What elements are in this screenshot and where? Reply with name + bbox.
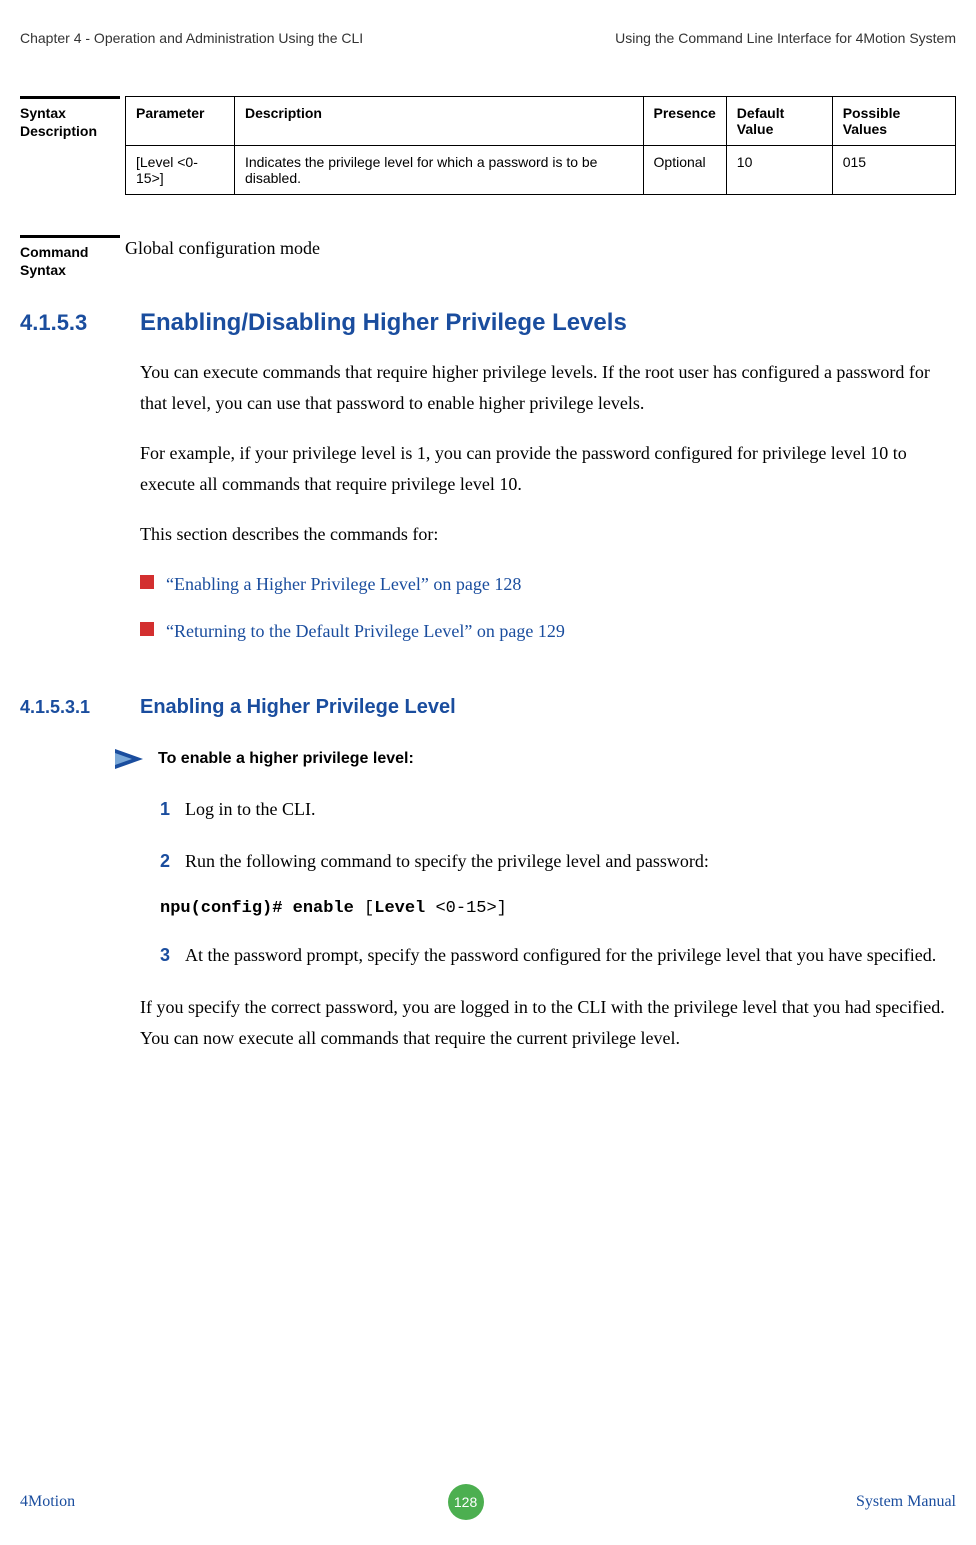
header-left: Chapter 4 - Operation and Administration… [20,30,363,46]
syntax-description-block: Syntax Description Parameter Description… [20,96,956,195]
heading-number: 4.1.5.3 [20,310,140,336]
cell-possible-values: 015 [832,146,955,195]
cmd-bold: Level [374,899,435,918]
step-item: 1 Log in to the CLI. [160,794,956,825]
command-syntax-text: Global configuration mode [125,235,956,259]
label-line-1: Command [20,243,120,261]
section-heading-4153: 4.1.5.3 Enabling/Disabling Higher Privil… [20,309,956,337]
link-text[interactable]: “Enabling a Higher Privilege Level” on p… [166,570,521,599]
col-default-value: Default Value [726,97,832,146]
page-number: 128 [448,1484,484,1520]
col-parameter: Parameter [126,97,235,146]
header-bar: Chapter 4 - Operation and Administration… [0,0,976,56]
bullet-list: “Enabling a Higher Privilege Level” on p… [140,570,956,646]
bullet-square-icon [140,575,154,589]
col-description: Description [234,97,643,146]
cmd-bold: npu(config)# enable [160,899,364,918]
step-item: 3 At the password prompt, specify the pa… [160,940,956,971]
command-line: npu(config)# enable [Level <0-15>] [160,899,956,918]
body-paragraph: You can execute commands that require hi… [140,357,956,418]
section-heading-41531: 4.1.5.3.1 Enabling a Higher Privilege Le… [20,696,956,719]
cell-parameter: [Level <0-15>] [126,146,235,195]
instruction-text: To enable a higher privilege level: [158,750,414,768]
step-item: 2 Run the following command to specify t… [160,846,956,877]
list-item: “Returning to the Default Privilege Leve… [140,617,956,646]
body-paragraph: For example, if your privilege level is … [140,438,956,499]
cell-description: Indicates the privilege level for which … [234,146,643,195]
label-line-1: Syntax [20,104,120,122]
arrow-icon [115,749,143,769]
footer-bar: 4Motion 128 System Manual [0,1484,976,1520]
label-line-2: Syntax [20,261,120,279]
step-content: At the password prompt, specify the pass… [185,940,956,971]
label-line-2: Description [20,122,120,140]
syntax-description-table: Parameter Description Presence Default V… [125,96,956,195]
syntax-description-label: Syntax Description [20,96,120,140]
heading-title: Enabling/Disabling Higher Privilege Leve… [140,309,627,337]
heading-title: Enabling a Higher Privilege Level [140,696,456,719]
cmd-text: [ [364,899,374,918]
step-content: Log in to the CLI. [185,794,956,825]
step-content: Run the following command to specify the… [185,846,956,877]
step-number: 1 [160,794,185,825]
table-row: [Level <0-15>] Indicates the privilege l… [126,146,956,195]
header-right: Using the Command Line Interface for 4Mo… [615,30,956,46]
footer-left: 4Motion [20,1493,75,1511]
step-number: 3 [160,940,185,971]
list-item: “Enabling a Higher Privilege Level” on p… [140,570,956,599]
step-number: 2 [160,846,185,877]
step-list: 3 At the password prompt, specify the pa… [160,940,956,971]
cmd-text: <0-15>] [435,899,506,918]
cell-default-value: 10 [726,146,832,195]
heading-number: 4.1.5.3.1 [20,697,140,718]
step-list: 1 Log in to the CLI. 2 Run the following… [160,794,956,877]
body-paragraph: If you specify the correct password, you… [140,992,956,1053]
col-possible-values: Possible Values [832,97,955,146]
bullet-square-icon [140,622,154,636]
table-header-row: Parameter Description Presence Default V… [126,97,956,146]
command-syntax-block: Command Syntax Global configuration mode [20,235,956,259]
cell-presence: Optional [643,146,726,195]
link-text[interactable]: “Returning to the Default Privilege Leve… [166,617,565,646]
footer-right: System Manual [856,1493,956,1511]
instruction-row: To enable a higher privilege level: [115,749,956,769]
body-paragraph: This section describes the commands for: [140,519,956,550]
col-presence: Presence [643,97,726,146]
command-syntax-label: Command Syntax [20,235,120,279]
